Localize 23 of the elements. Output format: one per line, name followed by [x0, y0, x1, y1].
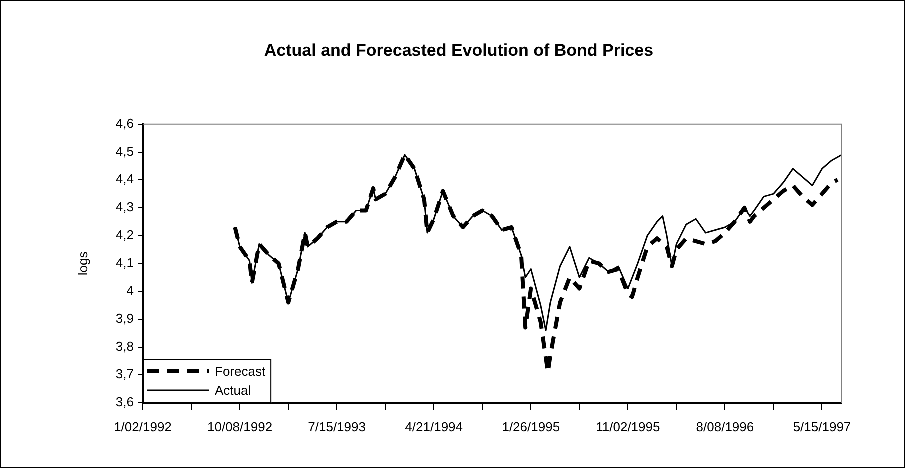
x-tick-label: 1/02/1992	[114, 419, 172, 434]
y-tick-label: 4,3	[116, 200, 134, 215]
legend-label: Actual	[215, 383, 252, 398]
legend-label: Forecast	[215, 364, 266, 380]
x-tick-label: 10/08/1992	[207, 419, 273, 434]
x-tick-label: 8/08/1996	[696, 419, 754, 434]
y-tick-label: 3,7	[116, 366, 134, 382]
y-tick-label: 4,2	[116, 227, 134, 242]
y-tick-label: 3,9	[116, 311, 134, 326]
y-tick-label: 3,6	[116, 394, 134, 410]
x-tick-label: 4/21/1994	[405, 419, 464, 434]
y-tick-label: 4,6	[116, 116, 134, 131]
y-tick-label: 4,4	[116, 172, 134, 187]
x-tick-label: 11/02/1995	[596, 419, 660, 434]
x-tick-label: 7/15/1993	[308, 419, 366, 434]
x-tick-label: 5/15/1997	[793, 419, 852, 434]
y-tick-label: 4	[126, 283, 134, 298]
y-tick-label: 4,5	[116, 144, 134, 159]
y-tick-label: 3,8	[116, 338, 134, 354]
y-tick-label: 4,1	[116, 255, 134, 270]
x-tick-label: 1/26/1995	[502, 419, 560, 434]
chart-title: Actual and Forecasted Evolution of Bond Prices	[264, 40, 654, 60]
y-axis-title: logs	[75, 251, 90, 276]
